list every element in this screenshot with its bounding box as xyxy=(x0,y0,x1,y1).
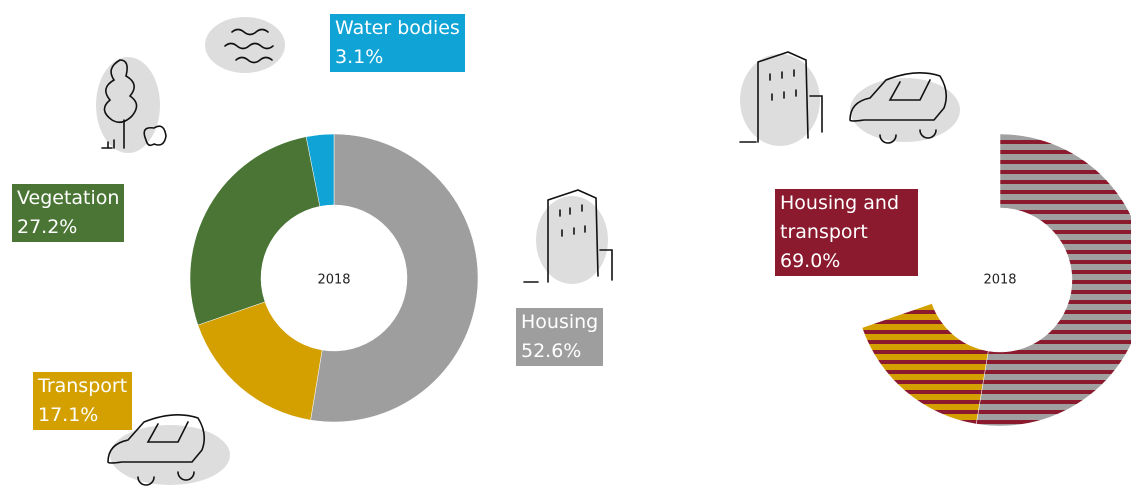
chart: 2018 2018 xyxy=(0,0,1131,486)
combined-label-text: Housing and transport xyxy=(780,189,913,247)
center-label: 2018 xyxy=(983,273,1016,288)
building-sketch xyxy=(524,190,612,284)
slice xyxy=(862,304,988,425)
car-sketch xyxy=(850,73,960,143)
building-sketch xyxy=(740,52,822,146)
category-label: Housing xyxy=(521,308,598,337)
value-label: 27.2% xyxy=(17,213,119,242)
value-label: 52.6% xyxy=(521,337,598,366)
tree-sketch xyxy=(96,57,166,153)
category-label: Transport xyxy=(38,372,127,401)
slice xyxy=(198,302,322,420)
slice xyxy=(190,137,320,325)
category-label: Vegetation xyxy=(17,184,119,213)
value-label: 3.1% xyxy=(335,43,460,72)
value-label: 17.1% xyxy=(38,401,127,430)
water-sketch xyxy=(205,17,285,73)
combined-value-label: 69.0% xyxy=(780,247,913,276)
category-label: Water bodies xyxy=(335,14,460,43)
center-label: 2018 xyxy=(317,273,350,288)
page: 2018 2018 Housing52.6% Transport17.1% Ve… xyxy=(0,0,1131,486)
